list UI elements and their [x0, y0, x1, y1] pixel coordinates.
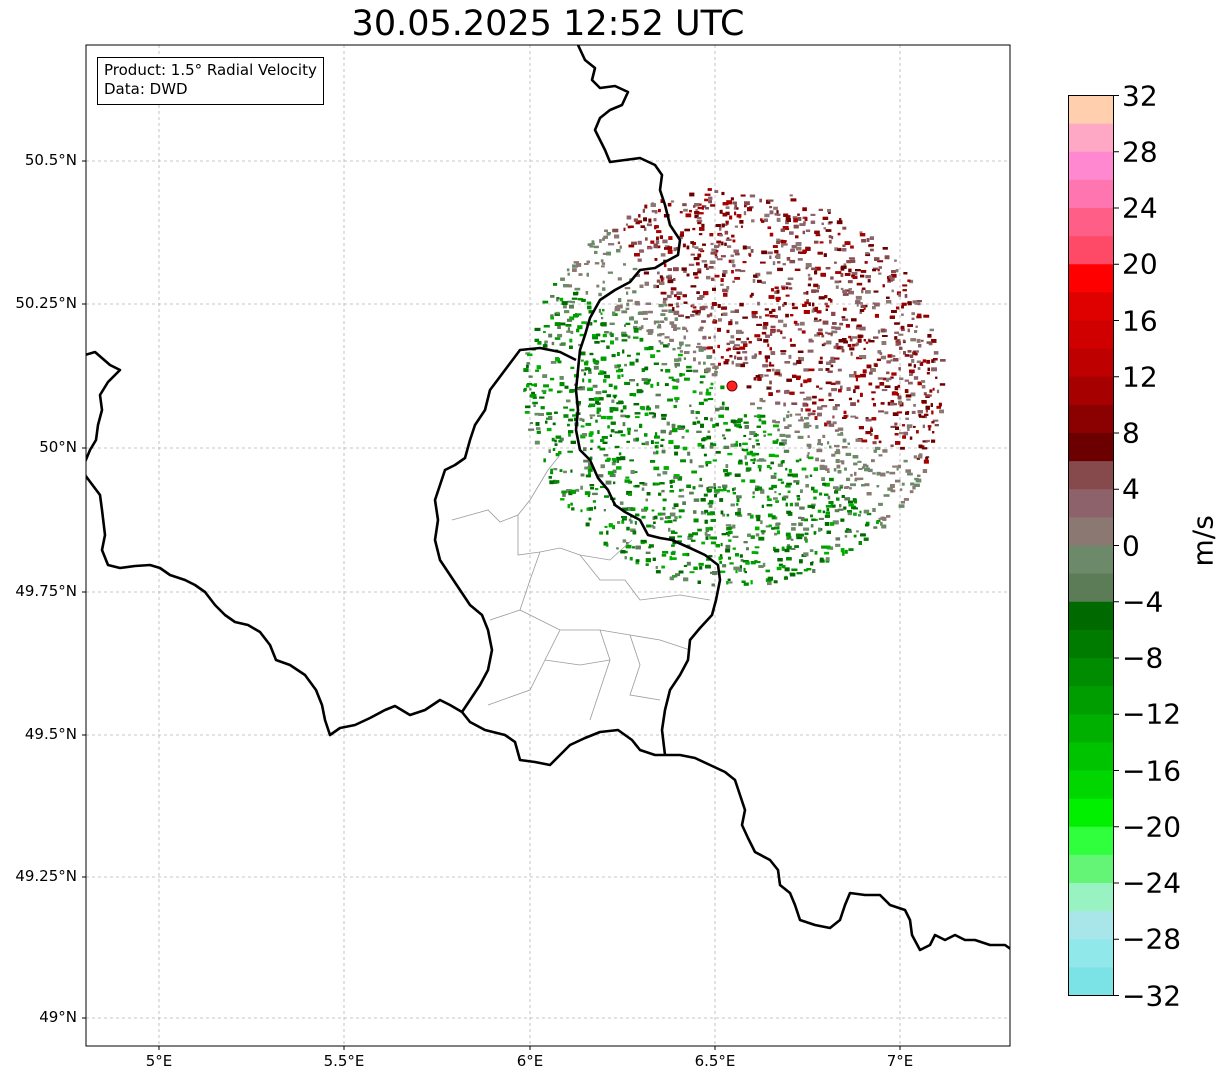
colorbar-tick-label: 12: [1122, 360, 1158, 394]
colorbar-segment: [1068, 573, 1114, 603]
lat-tick-label: 50.25°N: [15, 294, 77, 312]
colorbar-segment: [1068, 264, 1114, 293]
colorbar-segment: [1068, 292, 1114, 321]
national-borders: [86, 45, 1010, 952]
product-label: Product: 1.5° Radial Velocity: [104, 61, 317, 79]
colorbar-tick-label: −20: [1122, 810, 1182, 844]
colorbar-segment: [1068, 714, 1114, 743]
lon-tick-label: 6.5°E: [694, 1052, 736, 1070]
lat-tick-label: 50°N: [39, 438, 77, 456]
colorbar-tick-label: −24: [1122, 866, 1182, 900]
colorbar-segment: [1068, 883, 1114, 912]
canton-boundaries: [451, 454, 711, 721]
lat-tick-label: 49.75°N: [15, 582, 77, 600]
radar-site-marker: [726, 380, 738, 392]
lat-tick-label: 49.25°N: [15, 867, 77, 885]
colorbar-segment: [1068, 798, 1114, 828]
colorbar-segment: [1068, 179, 1114, 209]
colorbar: [1068, 95, 1119, 996]
lat-tick-label: 49.5°N: [24, 725, 77, 743]
radar-velocity-field: [523, 188, 946, 587]
lon-tick-label: 6°E: [516, 1052, 544, 1070]
colorbar-segment: [1068, 658, 1114, 687]
colorbar-segment: [1068, 854, 1114, 884]
colorbar-segment: [1068, 236, 1114, 265]
colorbar-segment: [1068, 208, 1114, 237]
lon-tick-label: 5.5°E: [323, 1052, 365, 1070]
colorbar-tick-label: 32: [1122, 79, 1158, 112]
lon-tick-label: 7°E: [886, 1052, 914, 1070]
colorbar-segment: [1068, 686, 1114, 715]
colorbar-segment: [1068, 742, 1114, 771]
colorbar-unit-label: m/s: [1186, 515, 1220, 567]
colorbar-segment: [1068, 489, 1114, 518]
colorbar-tick-label: 28: [1122, 135, 1158, 169]
colorbar-segment: [1068, 376, 1114, 406]
colorbar-tick-label: −12: [1122, 697, 1182, 731]
data-source-label: Data: DWD: [104, 80, 188, 98]
axis-tick-marks: [82, 160, 901, 1050]
colorbar-segment: [1068, 123, 1114, 153]
colorbar-tick-label: 8: [1122, 416, 1140, 450]
colorbar-segment: [1068, 433, 1114, 462]
colorbar-tick-label: −16: [1122, 754, 1182, 787]
colorbar-segment: [1068, 601, 1114, 631]
colorbar-tick-label: −8: [1122, 641, 1164, 675]
colorbar-segment: [1068, 404, 1114, 434]
colorbar-tick-label: 16: [1122, 304, 1158, 337]
colorbar-segment: [1068, 348, 1114, 378]
colorbar-tick-label: 0: [1122, 529, 1140, 562]
colorbar-tick-label: −32: [1122, 979, 1182, 1012]
lat-tick-label: 50.5°N: [24, 151, 77, 169]
colorbar-tick-label: −4: [1122, 585, 1164, 619]
colorbar-segment: [1068, 911, 1114, 940]
info-box: Product: 1.5° Radial Velocity Data: DWD: [97, 57, 324, 105]
colorbar-segment: [1068, 545, 1114, 575]
colorbar-segment: [1068, 770, 1114, 800]
lon-tick-label: 5°E: [145, 1052, 173, 1070]
lat-tick-label: 49°N: [39, 1008, 77, 1026]
colorbar-tick-label: 20: [1122, 247, 1158, 281]
colorbar-segment: [1068, 939, 1114, 968]
colorbar-segment: [1068, 967, 1114, 996]
gridlines: [86, 45, 1010, 1046]
colorbar-segment: [1068, 517, 1114, 546]
colorbar-tick-label: 4: [1122, 472, 1140, 506]
colorbar-tick-label: 24: [1122, 191, 1158, 225]
colorbar-segment: [1068, 320, 1114, 350]
colorbar-segment: [1068, 629, 1114, 659]
colorbar-segment: [1068, 151, 1114, 181]
colorbar-segment: [1068, 461, 1114, 490]
map-frame: [85, 44, 1011, 1047]
colorbar-tick-label: −28: [1122, 922, 1182, 956]
colorbar-segment: [1068, 826, 1114, 856]
colorbar-segment: [1068, 95, 1114, 125]
map-title: 30.05.2025 12:52 UTC: [351, 4, 745, 44]
